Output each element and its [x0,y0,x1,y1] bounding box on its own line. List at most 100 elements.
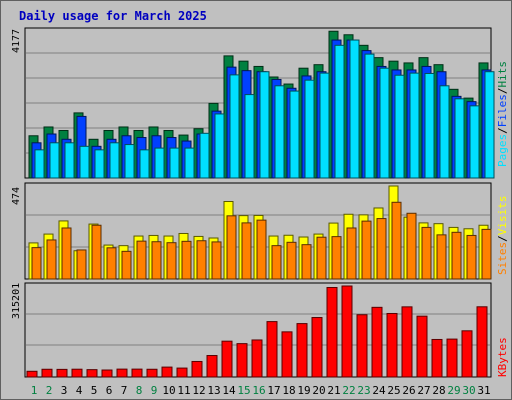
bars [26,30,495,378]
bar-top-pages-day-26 [409,72,420,179]
bar-bottom-kbytes-day-6 [101,369,113,378]
bar-top-pages-day-5 [94,149,105,179]
bar-middle-sites-day-31 [481,228,492,280]
bar-middle-sites-day-13 [211,241,222,280]
legend-hits: Hits [496,61,509,88]
bar-top-pages-day-17 [274,85,285,179]
day-label-3: 3 [61,384,68,397]
legend-files: Files [496,94,509,127]
bar-top-pages-day-1 [34,149,45,179]
bar-top-pages-day-6 [109,142,120,179]
bar-top-pages-day-18 [289,90,300,179]
bar-bottom-kbytes-day-30 [461,330,473,378]
bar-bottom-kbytes-day-29 [446,338,458,378]
bar-middle-sites-day-27 [421,226,432,280]
day-label-23: 23 [357,384,370,397]
bar-bottom-kbytes-day-12 [191,360,203,378]
day-label-24: 24 [372,384,386,397]
day-label-22: 22 [342,384,355,397]
day-labels: 1 2 3 4 5 6 7 8 9 10 11 12 13 14 15 16 17 18 19 20 21 22 23 24 2… [31,384,491,397]
bar-bottom-kbytes-day-20 [311,317,323,378]
day-label-27: 27 [417,384,430,397]
day-label-5: 5 [91,384,98,397]
bar-bottom-kbytes-day-24 [371,306,383,378]
bar-middle-sites-day-29 [451,231,462,280]
day-label-29: 29 [447,384,460,397]
bar-middle-sites-day-4 [76,249,87,280]
top-ymax-label: 4177 [11,29,22,53]
bar-top-pages-day-21 [334,44,345,179]
bar-middle-sites-day-22 [346,227,357,280]
bar-top-pages-day-24 [379,67,390,179]
day-label-28: 28 [432,384,445,397]
bar-bottom-kbytes-day-1 [26,370,38,378]
bar-middle-sites-day-23 [361,220,372,280]
day-label-31: 31 [477,384,490,397]
legend-sites: Sites [496,242,509,275]
bar-top-pages-day-15 [244,94,255,179]
legend-sep-1: / [496,127,509,134]
bar-middle-sites-day-26 [406,212,417,280]
day-label-13: 13 [207,384,220,397]
bar-middle-sites-day-14 [226,215,237,280]
bar-top-pages-day-11 [184,147,195,179]
bar-top-pages-day-9 [154,147,165,179]
legend-bottom: KBytes [496,337,509,377]
bar-bottom-kbytes-day-28 [431,338,443,378]
day-label-4: 4 [76,384,83,397]
bar-bottom-kbytes-day-19 [296,323,308,378]
bar-bottom-kbytes-day-22 [341,285,353,378]
bar-top-pages-day-29 [454,98,465,179]
legend-kbytes: KBytes [496,337,509,377]
bar-middle-sites-day-15 [241,222,252,280]
day-label-17: 17 [267,384,280,397]
bar-bottom-kbytes-day-11 [176,367,188,378]
bar-middle-sites-day-25 [391,201,402,280]
bar-bottom-kbytes-day-27 [416,315,428,378]
bar-bottom-kbytes-day-9 [146,368,158,378]
day-label-16: 16 [252,384,265,397]
day-label-18: 18 [282,384,295,397]
bar-bottom-kbytes-day-4 [71,368,83,378]
bottom-panel [24,282,492,378]
bar-bottom-kbytes-day-23 [356,314,368,378]
bar-middle-sites-day-9 [151,241,162,280]
bar-middle-sites-day-16 [256,219,267,280]
bar-bottom-kbytes-day-2 [41,368,53,378]
bar-bottom-kbytes-day-16 [251,339,263,378]
bar-bottom-kbytes-day-26 [401,306,413,378]
bar-top-pages-day-28 [439,85,450,179]
day-label-11: 11 [177,384,190,397]
bottom-ymax-label: 315201 [11,283,22,319]
bar-middle-sites-day-6 [106,247,117,280]
day-label-12: 12 [192,384,205,397]
day-label-19: 19 [297,384,310,397]
day-label-25: 25 [387,384,400,397]
bar-top-pages-day-8 [139,149,150,179]
day-label-20: 20 [312,384,325,397]
legend-sep-2: / [496,88,509,95]
bar-middle-sites-day-20 [316,236,327,280]
bar-bottom-kbytes-day-14 [221,340,233,378]
bar-top-pages-day-22 [349,39,360,179]
day-label-7: 7 [121,384,128,397]
bar-bottom-kbytes-day-21 [326,287,338,378]
bar-middle-sites-day-21 [331,236,342,280]
bar-top-pages-day-3 [64,142,75,179]
bar-middle-sites-day-12 [196,240,207,280]
middle-ymax-label: 474 [11,187,22,205]
bar-top-pages-day-2 [49,142,60,179]
day-label-9: 9 [151,384,158,397]
day-label-2: 2 [46,384,53,397]
bar-top-pages-day-10 [169,147,180,179]
day-label-1: 1 [31,384,38,397]
bar-top-pages-day-30 [469,105,480,179]
day-label-8: 8 [136,384,143,397]
bar-top-pages-day-14 [229,74,240,179]
legend-pages: Pages [496,134,509,167]
bar-bottom-kbytes-day-18 [281,331,293,378]
bar-middle-sites-day-8 [136,240,147,280]
bar-bottom-kbytes-day-5 [86,369,98,378]
bar-middle-sites-day-24 [376,218,387,280]
bar-middle-sites-day-30 [466,234,477,280]
